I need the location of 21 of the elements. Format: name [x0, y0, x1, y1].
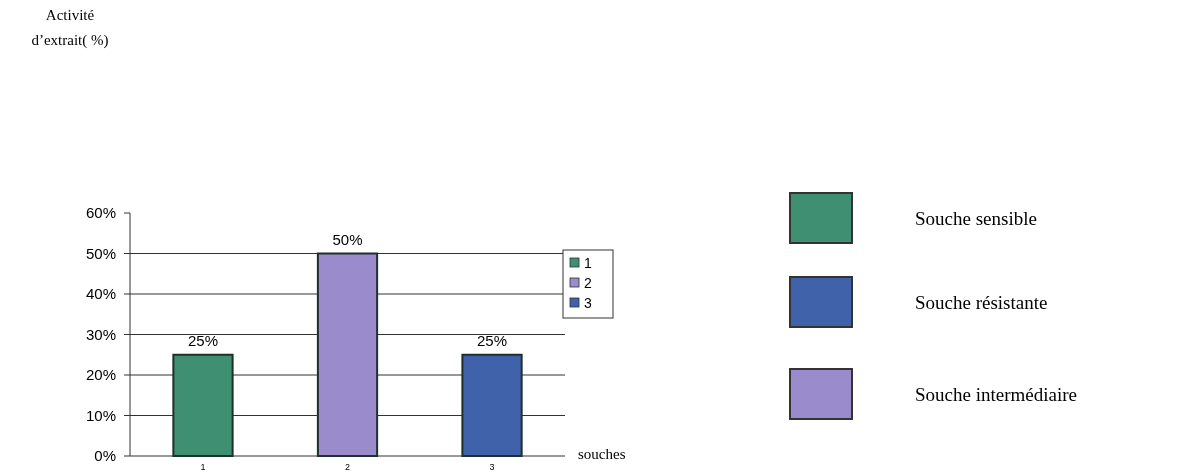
total-label: 25% [187, 331, 218, 349]
y-tick-label: 0% [94, 447, 116, 465]
text: Souche résistante [915, 291, 1048, 313]
total-label: 50% [332, 230, 363, 248]
x-axis-title: souches [578, 446, 626, 462]
text: Activité d’extrait( %) [31, 7, 109, 49]
y-tick-label: 10% [85, 406, 116, 424]
total-label: 25% [477, 331, 508, 349]
y-tick-label: 20% [85, 366, 116, 384]
y-tick-label: 30% [85, 325, 116, 343]
x-tick-label: 3 [489, 462, 495, 472]
legend-label: 2 [584, 274, 592, 291]
y-tick-label: 50% [85, 244, 116, 262]
legend-label: 3 [584, 294, 592, 311]
y-tick-label: 60% [85, 204, 116, 222]
text: Souche sensible [915, 207, 1037, 229]
x-tick-label: 2 [344, 462, 351, 472]
text: Souche intermédiaire [915, 383, 1077, 405]
legend-label: 1 [584, 254, 592, 271]
y-tick-label: 40% [85, 285, 116, 303]
x-tick-label: 1 [200, 462, 206, 472]
